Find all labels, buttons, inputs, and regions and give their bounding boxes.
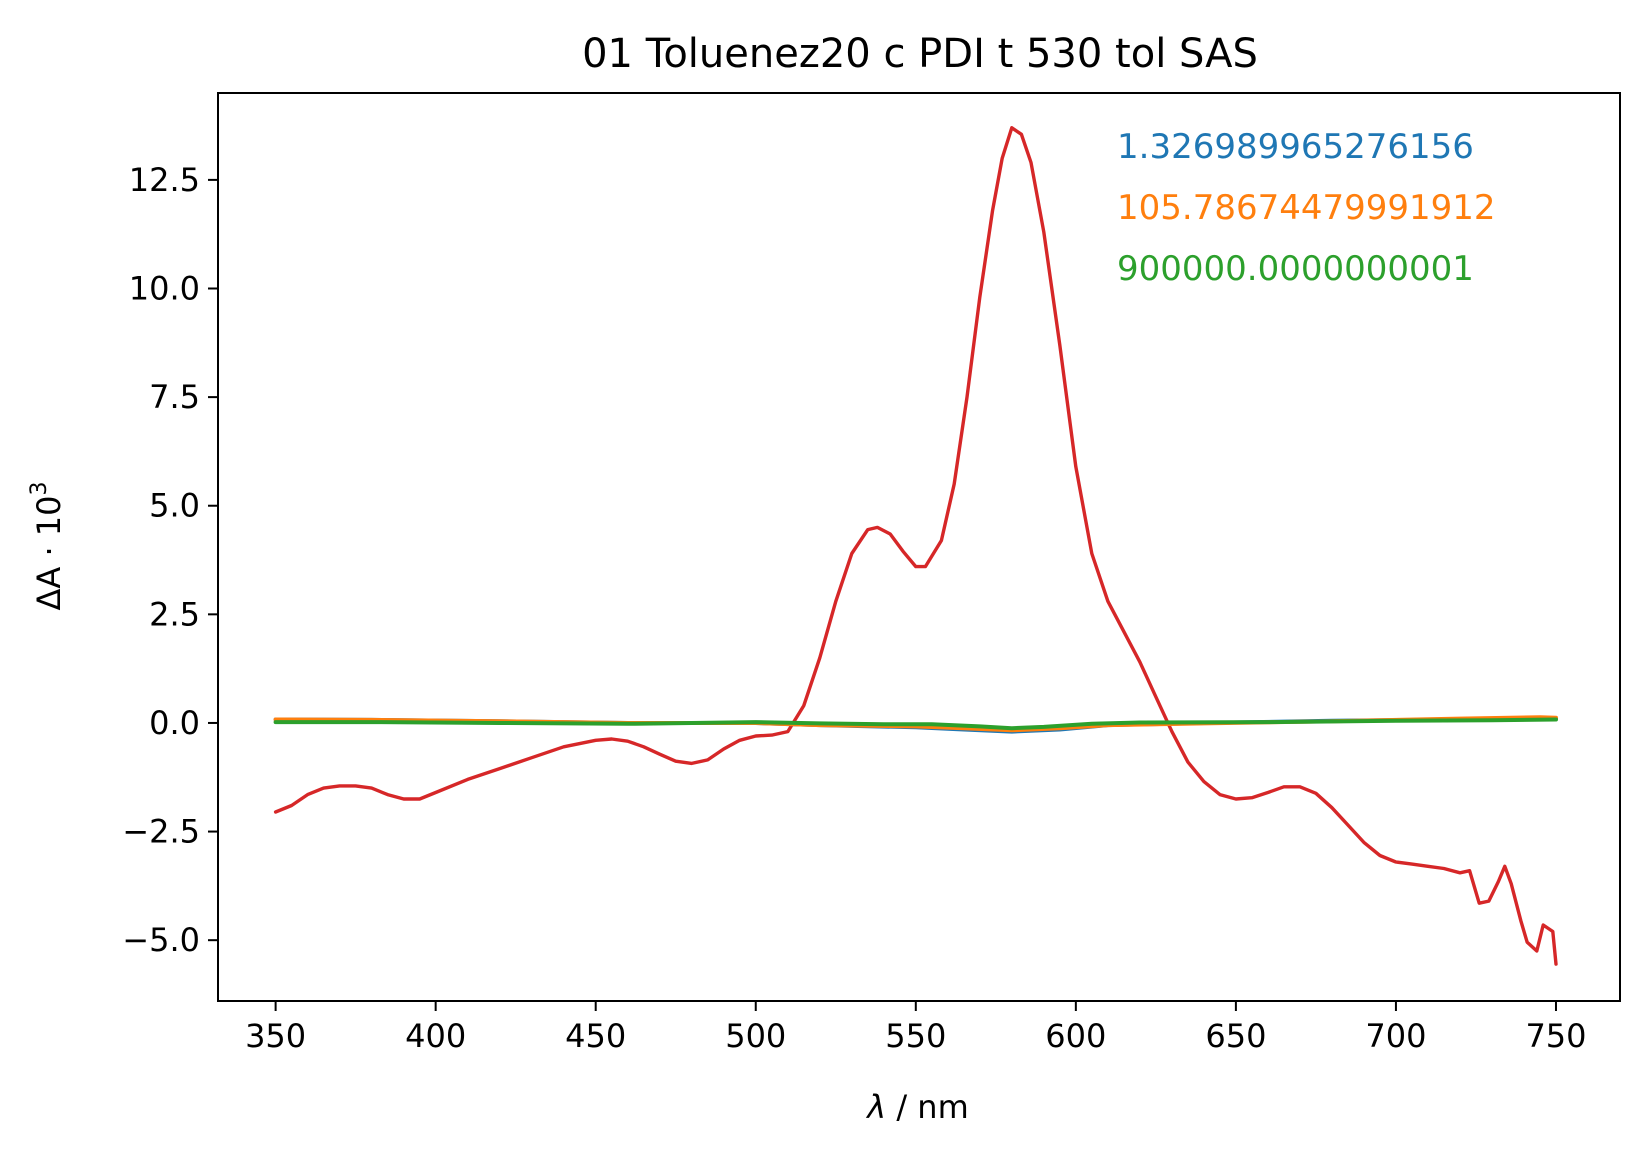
x-axis-label-unit: / nm — [886, 1088, 969, 1126]
x-tick-label: 650 — [1205, 1017, 1266, 1055]
y-tick-label: 7.5 — [149, 378, 200, 416]
legend-entry: 105.78674479991912 — [1117, 188, 1496, 228]
y-tick-label: 2.5 — [149, 595, 200, 633]
legend: 1.326989965276156 105.78674479991912 90000… — [1117, 127, 1496, 289]
y-tick-label: 5.0 — [149, 487, 200, 525]
y-axis-label: ΔA · 103 — [27, 481, 68, 610]
series-layer — [273, 126, 1558, 966]
y-axis: −5.0 −2.5 0.0 2.5 5.0 7.5 10.0 12.5 — [122, 161, 218, 959]
legend-entry: 900000.0000000001 — [1117, 249, 1474, 289]
x-tick-label: 700 — [1365, 1017, 1426, 1055]
series-line-4 — [273, 126, 1558, 966]
x-axis: 350 400 450 500 550 600 650 700 750 — [245, 1001, 1587, 1055]
series-line-3 — [273, 717, 1558, 731]
legend-entry: 1.326989965276156 — [1117, 127, 1474, 167]
x-tick-label: 350 — [245, 1017, 306, 1055]
y-tick-label: 0.0 — [149, 704, 200, 742]
y-tick-label: −2.5 — [122, 813, 200, 851]
y-axis-label-prefix: ΔA · 10 — [30, 495, 68, 610]
x-tick-label: 550 — [885, 1017, 946, 1055]
x-tick-label: 750 — [1525, 1017, 1586, 1055]
y-axis-label-exponent: 3 — [27, 481, 52, 495]
x-tick-label: 600 — [1045, 1017, 1106, 1055]
axes-frame — [217, 92, 1621, 1002]
chart-title: 01 Toluenez20 c PDI t 530 tol SAS — [582, 31, 1258, 77]
plot-area — [273, 126, 1558, 966]
x-tick-label: 500 — [725, 1017, 786, 1055]
x-tick-label: 450 — [565, 1017, 626, 1055]
y-tick-label: −5.0 — [122, 921, 200, 959]
x-tick-label: 400 — [405, 1017, 466, 1055]
y-tick-label: 10.0 — [129, 270, 200, 308]
x-axis-label: λ / nm — [865, 1088, 969, 1126]
y-tick-label: 12.5 — [129, 161, 200, 199]
x-axis-label-symbol: λ — [865, 1088, 886, 1126]
